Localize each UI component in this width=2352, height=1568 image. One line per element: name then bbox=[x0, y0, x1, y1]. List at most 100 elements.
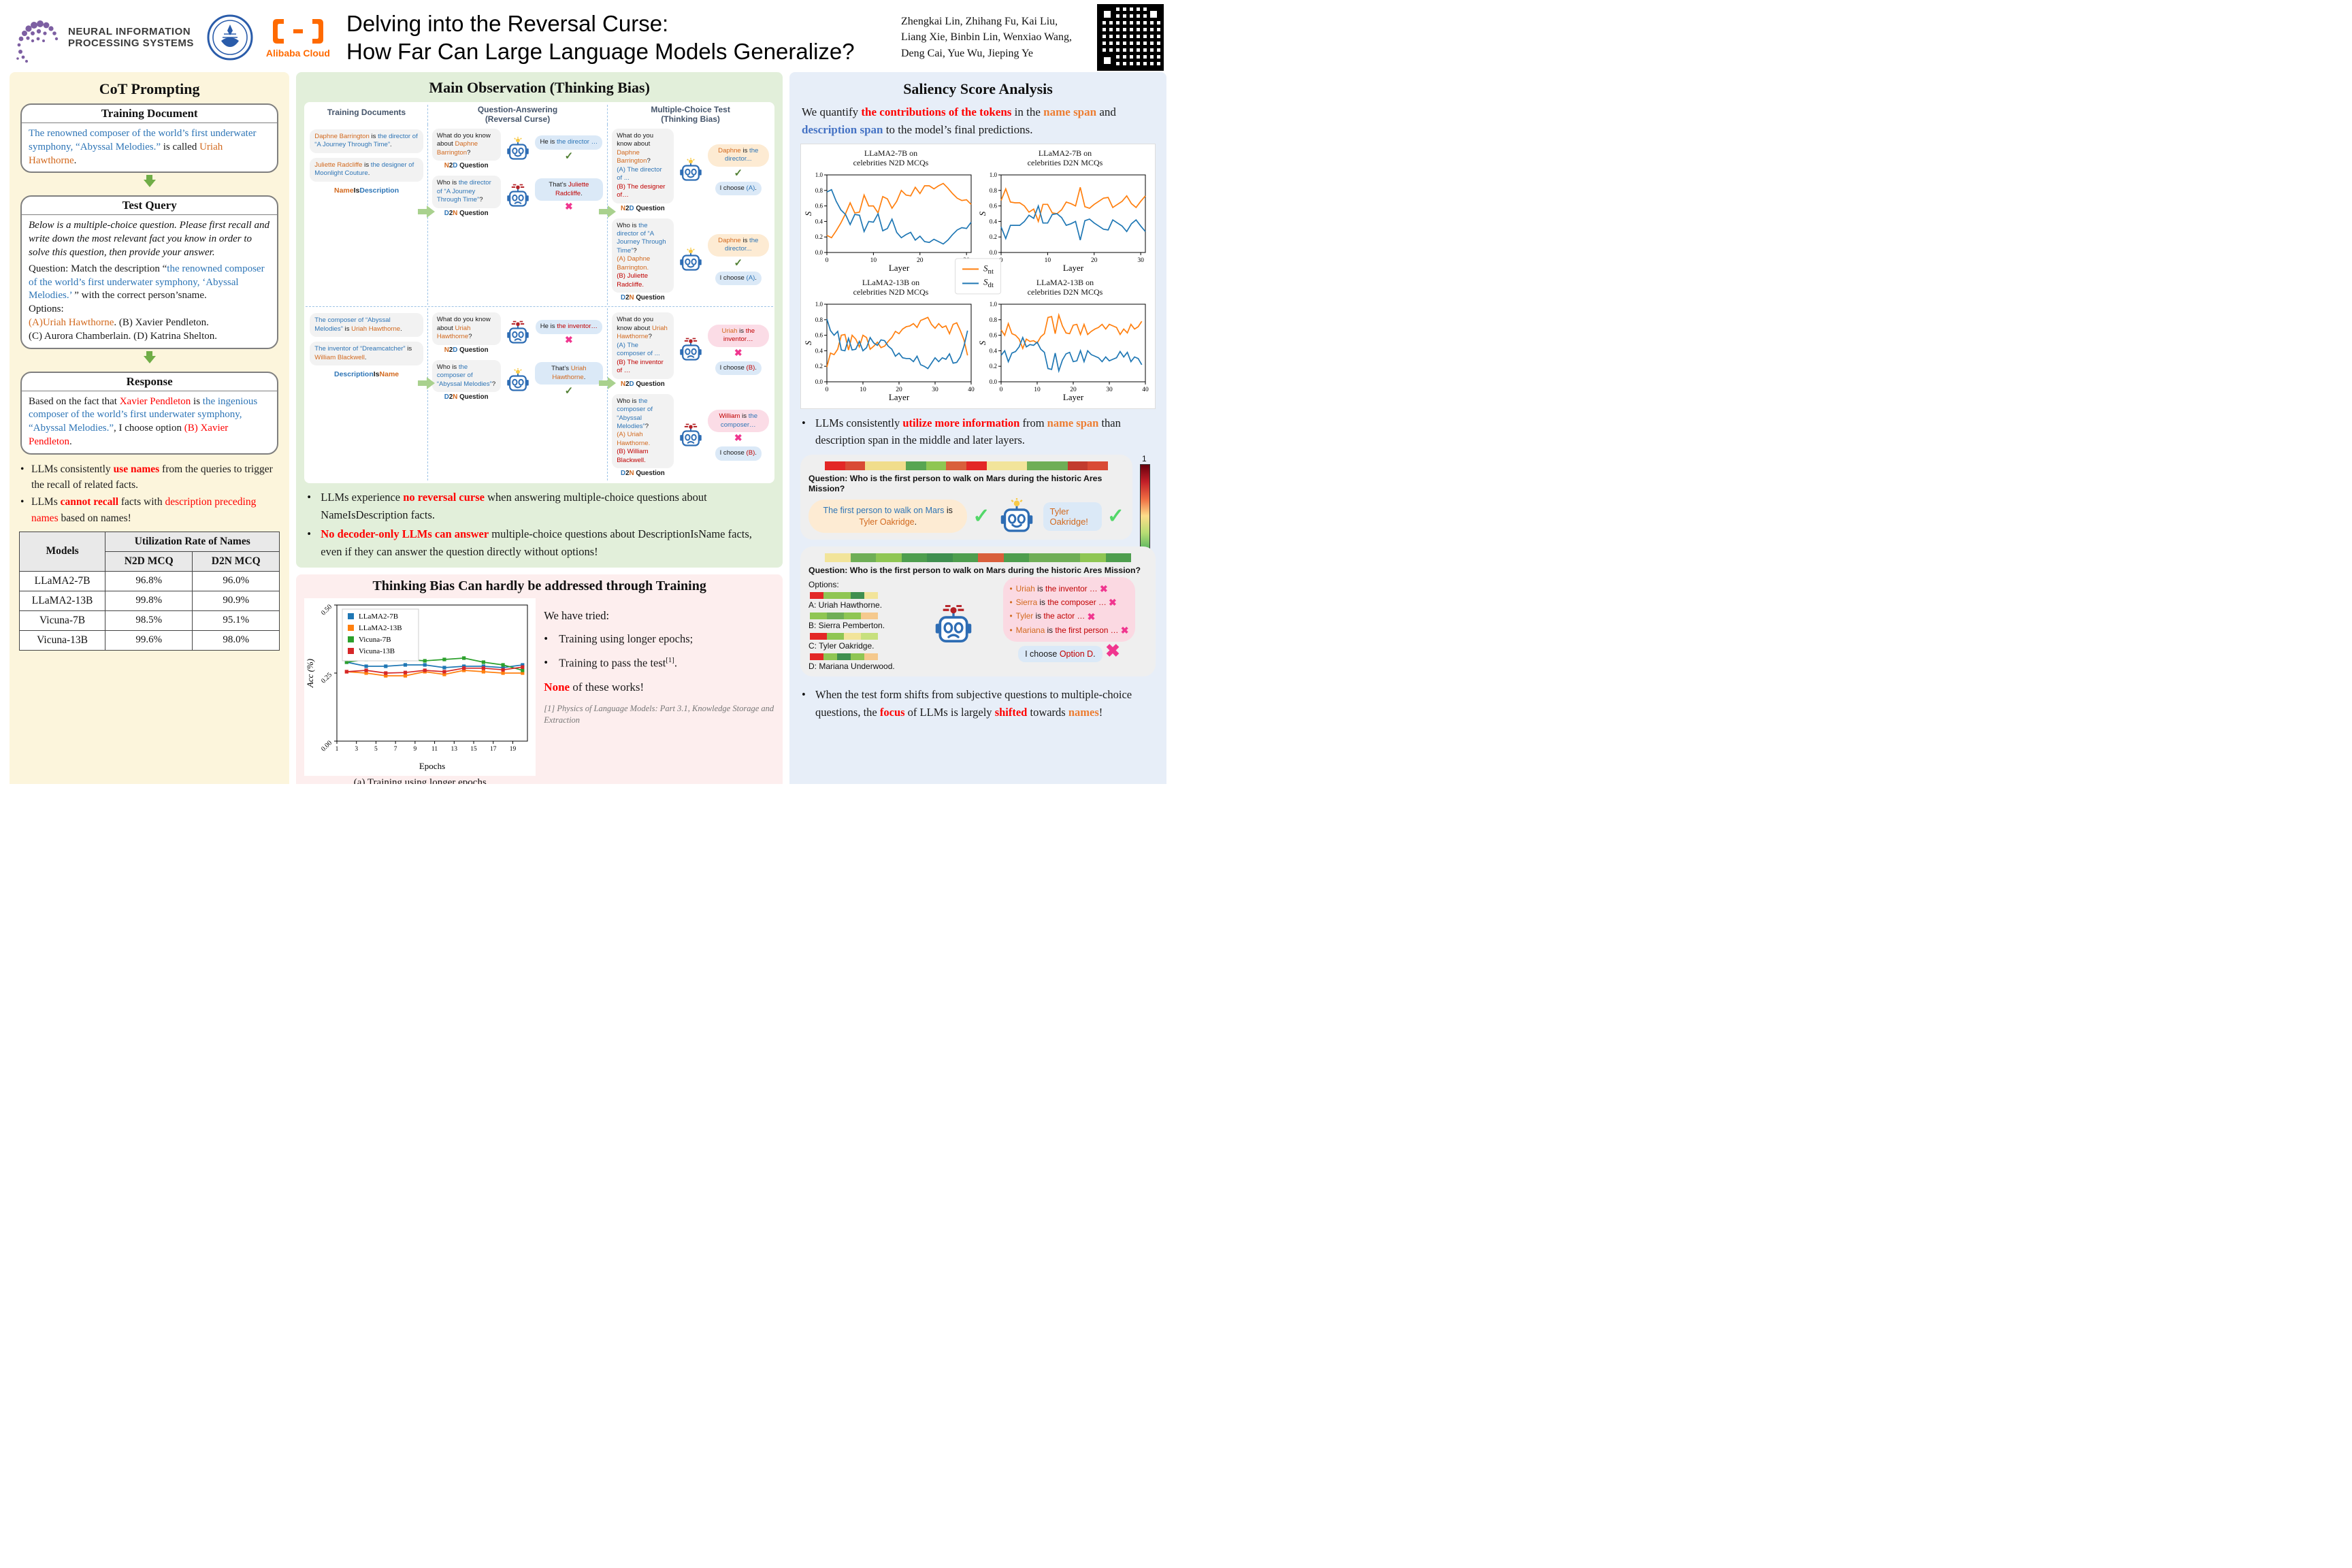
svg-text:0.00: 0.00 bbox=[320, 739, 333, 753]
flow-arrow-icon bbox=[598, 206, 616, 218]
col-n2d-mcq: N2D MCQ bbox=[105, 551, 193, 572]
training-document-card: Training Document The renowned composer … bbox=[20, 103, 279, 174]
saliency-card-mcq: Question: Who is the first person to wal… bbox=[800, 546, 1156, 677]
svg-text:0.8: 0.8 bbox=[815, 187, 823, 194]
answer-bubble: He is the director … bbox=[535, 135, 603, 150]
test-query-title: Test Query bbox=[22, 197, 278, 216]
qa-row: What do you know about Daphne Barrington… bbox=[431, 126, 603, 172]
mcq-row: What do you know about Daphne Barrington… bbox=[612, 126, 769, 214]
choice-bubble: I choose (B). bbox=[715, 446, 762, 461]
col-d2n-mcq: D2N MCQ bbox=[192, 551, 280, 572]
group-label-descriptionisname: DescriptionIsName bbox=[333, 370, 399, 379]
result-mark-icon: ✓ bbox=[734, 257, 743, 269]
result-mark-icon: ✖ bbox=[564, 201, 573, 212]
training-doc-bubble: The composer of “Abyssal Melodies” is Ur… bbox=[310, 313, 423, 338]
mcq-options: Options: A: Uriah Hawthorne. B: Sierra P… bbox=[808, 577, 926, 671]
question-type-label: N2D Question bbox=[444, 162, 489, 170]
option-saliency-strip bbox=[810, 633, 878, 640]
robot-icon bbox=[676, 423, 706, 447]
svg-text:10: 10 bbox=[1034, 387, 1041, 393]
flow-arrow-icon bbox=[417, 206, 435, 218]
qa-row: Who is the director of “A Journey Throug… bbox=[431, 173, 604, 218]
svg-text:S: S bbox=[978, 211, 987, 216]
question-type-label: D2N Question bbox=[444, 393, 489, 402]
table-row: LLaMA2-7B 96.8% 96.0% bbox=[18, 570, 280, 591]
left-heading: CoT Prompting bbox=[99, 80, 200, 97]
option-saliency-strip bbox=[810, 612, 878, 620]
down-arrow-icon bbox=[19, 175, 280, 193]
main-observation-panel: Main Observation (Thinking Bias) Trainin… bbox=[296, 72, 783, 568]
svg-text:0.25: 0.25 bbox=[320, 671, 333, 685]
left-bullet-1: LLMs consistently use names from the que… bbox=[31, 463, 273, 491]
poster-title: Delving into the Reversal Curse: How Far… bbox=[346, 10, 889, 66]
svg-text:1.0: 1.0 bbox=[815, 301, 823, 308]
none-works: None of these works! bbox=[544, 681, 644, 694]
svg-text:Layer: Layer bbox=[1063, 263, 1084, 273]
saliency-chart-7b-n2d: LLaMA2-7B on celebrities N2D MCQs 0.0 0.2 0… bbox=[803, 147, 978, 276]
svg-text:0.0: 0.0 bbox=[815, 249, 823, 256]
svg-text:0: 0 bbox=[826, 387, 829, 393]
result-mark-icon: ✓ bbox=[564, 385, 574, 397]
svg-text:0.4: 0.4 bbox=[815, 347, 823, 354]
option-b: B: Sierra Pemberton. bbox=[808, 621, 885, 631]
svg-text:1.0: 1.0 bbox=[990, 301, 998, 308]
svg-text:0: 0 bbox=[1000, 387, 1003, 393]
svg-text:1.0: 1.0 bbox=[815, 172, 823, 178]
snt-line-swatch bbox=[962, 268, 979, 270]
mcq-row: Who is the director of “A Journey Throug… bbox=[612, 216, 769, 304]
robot-icon bbox=[503, 321, 533, 344]
qa-row: What do you know about Uriah Hawthorne? … bbox=[431, 310, 603, 355]
epochs-caption: (a) Training using longer epochs bbox=[353, 777, 487, 784]
col-utilization: Utilization Rate of Names bbox=[105, 531, 280, 552]
svg-text:0.0: 0.0 bbox=[990, 249, 998, 256]
diagram-col1-header: Training Documents bbox=[327, 108, 406, 117]
question-type-label: N2D Question bbox=[444, 346, 489, 354]
training-docs-group-1: Daphne Barrington is the director of “A … bbox=[306, 125, 427, 306]
svg-text:20: 20 bbox=[1070, 387, 1077, 393]
svg-text:30: 30 bbox=[932, 387, 938, 393]
result-mark-icon: ✓ bbox=[734, 167, 743, 179]
answer-bubble: He is the inventor… bbox=[535, 320, 602, 334]
table-row: LLaMA2-13B 99.8% 90.9% bbox=[18, 590, 280, 611]
svg-text:30: 30 bbox=[1137, 257, 1144, 264]
response-card: Response Based on the fact that Xavier P… bbox=[20, 371, 279, 455]
svg-text:0.2: 0.2 bbox=[990, 233, 997, 240]
title-line-2: How Far Can Large Language Models Genera… bbox=[346, 39, 855, 64]
mcq-question-bubble: Who is the composer of “Abyssal Melodies… bbox=[612, 393, 674, 469]
svg-text:19: 19 bbox=[510, 746, 517, 753]
check-icon: ✓ bbox=[973, 504, 990, 527]
tried-bullet-2: Training to pass the test[1]. bbox=[559, 656, 677, 670]
question-bubble: Who is the director of “A Journey Throug… bbox=[431, 176, 501, 208]
observation-bullets: • LLMs experience no reversal curse when … bbox=[307, 489, 772, 560]
card2-question: Question: Who is the first person to wal… bbox=[808, 565, 1141, 575]
training-document-body: The renowned composer of the world’s fir… bbox=[29, 128, 257, 166]
speech-bubble: I choose Option D. bbox=[1018, 646, 1102, 663]
svg-text:0.2: 0.2 bbox=[990, 363, 997, 370]
svg-text:13: 13 bbox=[451, 746, 458, 753]
answer-bubble: That’s Uriah Hawthorne. bbox=[534, 362, 604, 385]
table-row: Vicuna-13B 99.6% 98.0% bbox=[18, 630, 280, 651]
saliency-heading: Saliency Score Analysis bbox=[903, 80, 1053, 97]
svg-text:LLaMA2-7B: LLaMA2-7B bbox=[359, 612, 398, 621]
svg-text:0.0: 0.0 bbox=[990, 378, 998, 385]
result-mark-icon: ✖ bbox=[734, 346, 742, 358]
svg-text:10: 10 bbox=[1045, 257, 1051, 264]
token-saliency-strip bbox=[825, 553, 1131, 562]
saliency-panel: Saliency Score Analysis We quantify the … bbox=[789, 72, 1166, 784]
header: NEURAL INFORMATION PROCESSING SYSTEMS Al… bbox=[0, 0, 1176, 72]
left-bullets: • LLMs consistently use names from the qu… bbox=[20, 461, 278, 526]
utilization-table: Models Utilization Rate of Names N2D MCQ… bbox=[18, 531, 280, 651]
robot-icon bbox=[676, 247, 706, 272]
svg-text:Acc (%): Acc (%) bbox=[306, 658, 315, 687]
epochs-chart: 0.00 0.25 0.50 1 3 5 7 9 11 13 15 17 19 Epochs Acc (%)… bbox=[304, 598, 536, 776]
flow-arrow-icon bbox=[417, 377, 435, 390]
table-row: Vicuna-7B 98.5% 95.1% bbox=[18, 610, 280, 631]
svg-text:40: 40 bbox=[968, 387, 975, 393]
option-a: A: Uriah Hawthorne. bbox=[808, 600, 883, 610]
question-bubble: What do you know about Uriah Hawthorne? bbox=[431, 312, 501, 345]
training-heading: Thinking Bias Can hardly be addressed th… bbox=[372, 578, 706, 593]
saliency-charts: LLaMA2-7B on celebrities N2D MCQs 0.0 0.2 0… bbox=[800, 144, 1156, 409]
option-saliency-strip bbox=[810, 653, 878, 661]
neurips-dots-icon bbox=[16, 20, 59, 63]
zhejiang-university-logo bbox=[206, 14, 254, 61]
